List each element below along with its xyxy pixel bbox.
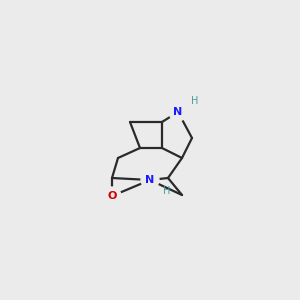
Circle shape <box>169 103 187 121</box>
Circle shape <box>103 187 121 205</box>
Text: N: N <box>173 107 183 117</box>
Text: N: N <box>146 175 154 185</box>
Text: H: H <box>163 185 170 196</box>
Text: H: H <box>191 97 198 106</box>
Circle shape <box>141 171 159 189</box>
Text: O: O <box>107 191 117 201</box>
